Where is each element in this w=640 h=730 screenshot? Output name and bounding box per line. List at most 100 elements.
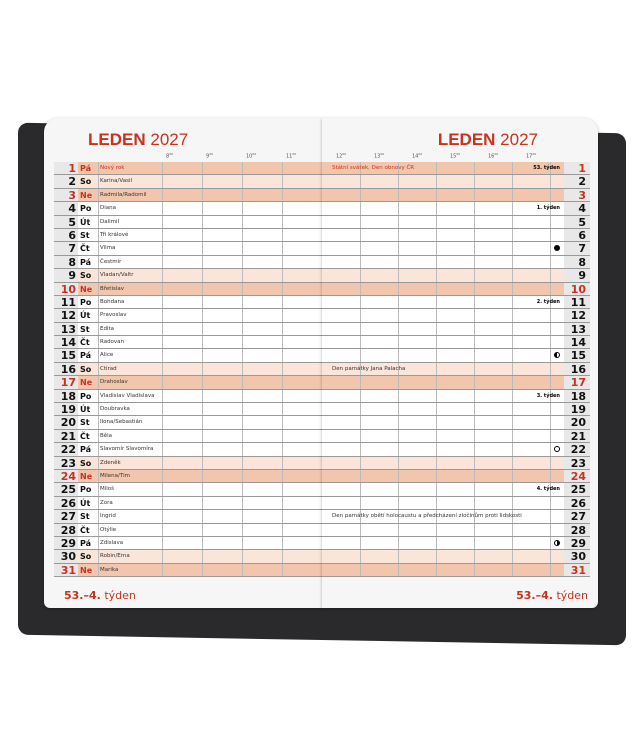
grid-line	[550, 282, 551, 295]
day-row-right[interactable]: 5	[322, 215, 590, 229]
day-row-left[interactable]: 23 So Zdeněk	[54, 456, 322, 470]
day-row-left[interactable]: 17 Ne Drahoslav	[54, 376, 322, 390]
day-number: 20	[570, 416, 586, 430]
day-row-left[interactable]: 2 So Karina/Vasil	[54, 175, 322, 189]
grid-line	[242, 228, 243, 242]
day-number: 6	[578, 228, 586, 242]
day-number: 15	[60, 349, 76, 363]
day-row-right[interactable]: 26	[322, 496, 590, 511]
hour-value: 17	[526, 153, 533, 160]
day-row-left[interactable]: 9 So Vladan/Valtr	[54, 269, 322, 283]
day-number: 10	[570, 282, 586, 296]
day-row-left[interactable]: 26 Út Zora	[54, 496, 322, 511]
grid-line	[360, 443, 361, 456]
day-row-left[interactable]: 6 St Tři králové	[54, 228, 322, 243]
day-row-right[interactable]: 20	[322, 416, 590, 430]
day-row-left[interactable]: 19 Út Doubravka	[54, 403, 322, 417]
day-row-right[interactable]: 22	[322, 443, 590, 457]
day-row-right[interactable]: 27 Den památky obětí holocaustu a předchá…	[322, 510, 590, 524]
grid-line	[474, 336, 475, 349]
day-row-right[interactable]: 12	[322, 309, 590, 323]
day-row-left[interactable]: 27 St Ingrid	[54, 510, 322, 524]
day-row-left[interactable]: 28 Čt Otýlie	[54, 523, 322, 537]
day-row-left[interactable]: 5 Út Dalimil	[54, 215, 322, 229]
day-row-left[interactable]: 20 St Ilona/Sebastián	[54, 416, 322, 430]
day-row-left[interactable]: 21 Čt Běla	[54, 429, 322, 444]
day-row-right[interactable]: 3	[322, 188, 590, 203]
grid-line	[162, 362, 163, 376]
day-row-left[interactable]: 8 Pá Čestmír	[54, 255, 322, 270]
day-row-left[interactable]: 22 Pá Slavomír Slavomíra	[54, 443, 322, 457]
grid-line	[550, 349, 551, 362]
day-row-left[interactable]: 1 Pá Nový rok	[54, 162, 322, 176]
day-number-column	[564, 269, 590, 282]
grid-line	[436, 403, 437, 416]
day-row-right[interactable]: 18 3. týden	[322, 389, 590, 404]
day-row-right[interactable]: 31	[322, 563, 590, 578]
day-row-right[interactable]: 4 1. týden	[322, 202, 590, 216]
day-row-right[interactable]: 29	[322, 536, 590, 551]
day-row-left[interactable]: 24 Ne Milena/Tim	[54, 469, 322, 484]
hour-label: 1100	[286, 152, 296, 160]
grid-line	[282, 456, 283, 469]
day-row-left[interactable]: 11 Po Bohdana	[54, 295, 322, 310]
weekday: Pá	[80, 257, 92, 267]
grid-line	[242, 322, 243, 336]
grid-line	[282, 443, 283, 456]
left-page: LEDEN 2027 800 900 1000 1100 1 Pá Nový rok 2 So…	[44, 118, 322, 608]
day-row-left[interactable]: 3 Ne Radmila/Radomil	[54, 188, 322, 203]
grid-line	[512, 429, 513, 443]
day-row-right[interactable]: 25 4. týden	[322, 483, 590, 497]
day-row-left[interactable]: 30 So Robin/Erna	[54, 550, 322, 564]
day-row-left[interactable]: 25 Po Miloš	[54, 483, 322, 497]
day-row-left[interactable]: 15 Pá Alice	[54, 349, 322, 363]
day-row-left[interactable]: 29 Pá Zdislava	[54, 536, 322, 551]
day-row-left[interactable]: 16 So Ctirad	[54, 362, 322, 377]
day-row-right[interactable]: 30	[322, 550, 590, 564]
day-row-right[interactable]: 19	[322, 403, 590, 417]
day-row-left[interactable]: 12 Út Pravoslav	[54, 309, 322, 323]
day-row-right[interactable]: 24	[322, 469, 590, 484]
day-row-left[interactable]: 18 Po Vladislav Vladislava	[54, 389, 322, 404]
day-row-left[interactable]: 31 Ne Marika	[54, 563, 322, 578]
name-day: Milena/Tim	[100, 472, 130, 479]
day-row-left[interactable]: 7 Čt Vilma	[54, 242, 322, 256]
grid-line	[398, 202, 399, 215]
day-row-left[interactable]: 4 Po Diana	[54, 202, 322, 216]
grid-line	[282, 162, 283, 175]
day-row-right[interactable]: 13	[322, 322, 590, 337]
grid-line	[512, 282, 513, 295]
day-row-right[interactable]: 1 53. týden Státní svátek, Den obnovy ČR	[322, 162, 590, 176]
day-number-column	[54, 295, 78, 309]
day-row-right[interactable]: 7	[322, 242, 590, 256]
day-number-column	[54, 309, 78, 322]
day-row-left[interactable]: 13 St Edita	[54, 322, 322, 337]
day-row-right[interactable]: 28	[322, 523, 590, 537]
day-row-right[interactable]: 8	[322, 255, 590, 270]
day-row-right[interactable]: 15	[322, 349, 590, 363]
day-row-right[interactable]: 17	[322, 376, 590, 390]
day-number-column	[564, 228, 590, 242]
day-row-left[interactable]: 10 Ne Břetislav	[54, 282, 322, 296]
grid-line	[98, 362, 99, 376]
day-row-right[interactable]: 2	[322, 175, 590, 189]
hour-value: 11	[286, 153, 293, 160]
day-row-right[interactable]: 14	[322, 336, 590, 350]
day-number: 9	[68, 269, 76, 283]
day-number-column	[564, 362, 590, 376]
grid-line	[162, 550, 163, 563]
day-row-right[interactable]: 16 Den památky Jana Palacha	[322, 362, 590, 377]
day-row-right[interactable]: 11 2. týden	[322, 295, 590, 310]
day-number-column	[54, 188, 78, 202]
day-row-right[interactable]: 6	[322, 228, 590, 243]
day-row-right[interactable]: 10	[322, 282, 590, 296]
grid-line	[436, 536, 437, 550]
day-row-right[interactable]: 23	[322, 456, 590, 470]
grid-line	[282, 469, 283, 483]
day-row-left[interactable]: 14 Čt Radovan	[54, 336, 322, 350]
grid-line	[398, 469, 399, 483]
day-row-right[interactable]: 9	[322, 269, 590, 283]
day-row-right[interactable]: 21	[322, 429, 590, 444]
day-number: 28	[60, 523, 76, 537]
day-number: 7	[578, 242, 586, 256]
